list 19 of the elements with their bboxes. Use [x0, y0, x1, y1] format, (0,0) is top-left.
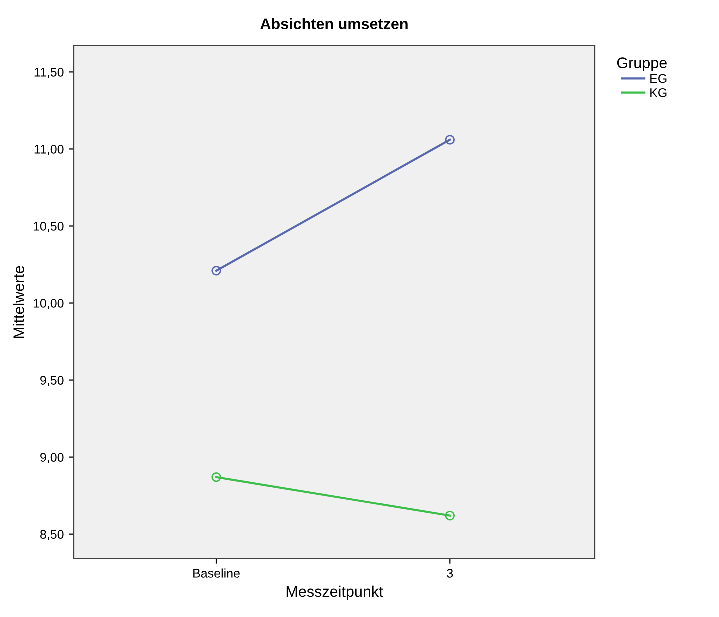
legend-label: EG — [650, 74, 667, 84]
x-tick-label: Baseline — [194, 568, 240, 578]
legend-label: KG — [650, 88, 667, 98]
legend-title: Gruppe — [617, 58, 667, 72]
y-axis-title: Mittelwerte — [13, 266, 24, 338]
x-tick-label: 3 — [447, 569, 454, 578]
y-tick-label: 11,00 — [34, 145, 64, 156]
y-tick-label: 9,50 — [40, 376, 64, 386]
y-tick-label: 8,50 — [40, 530, 64, 540]
point — [445, 135, 456, 145]
point — [445, 511, 456, 521]
y-tick-label: 11,50 — [34, 68, 64, 78]
x-axis-title: Messzeitpunkt — [286, 586, 384, 600]
y-tick-label: 10,00 — [34, 299, 64, 310]
y-tick-label: 9,00 — [40, 453, 64, 464]
point — [212, 266, 222, 276]
y-tick-label: 10,50 — [34, 222, 64, 232]
point — [212, 472, 222, 482]
chart-title: Absichten umsetzen — [260, 18, 408, 30]
